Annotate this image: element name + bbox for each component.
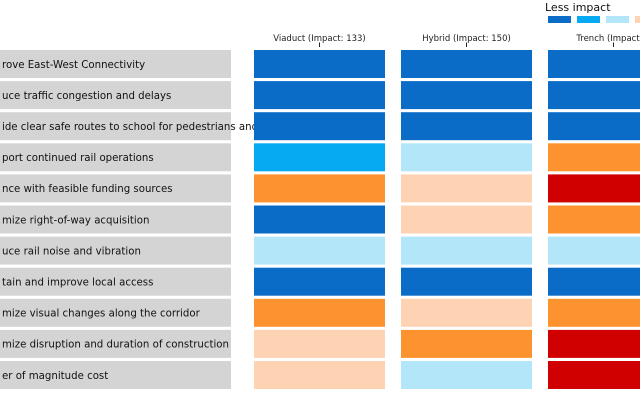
heatmap-rows: rove East-West Connectivity uce traffic c… bbox=[0, 50, 640, 389]
row-label: nce with feasible funding sources bbox=[2, 184, 173, 195]
legend-title: Less impact bbox=[545, 1, 611, 14]
heatmap-cell bbox=[401, 50, 532, 78]
column-header: Trench (Impact: 1 bbox=[575, 34, 640, 44]
heatmap-cell bbox=[401, 174, 532, 203]
row-label-background bbox=[0, 267, 231, 296]
column-header: Hybrid (Impact: 150) bbox=[422, 34, 511, 44]
row-label: rove East-West Connectivity bbox=[2, 60, 145, 71]
heatmap-cell bbox=[401, 267, 532, 296]
legend-swatch bbox=[606, 16, 629, 23]
heatmap-cell bbox=[401, 236, 532, 265]
heatmap-cell bbox=[401, 81, 532, 110]
legend-swatch bbox=[548, 16, 571, 23]
row-label-background bbox=[0, 143, 231, 172]
heatmap-cell bbox=[548, 50, 640, 78]
row-label: port continued rail operations bbox=[2, 153, 154, 164]
heatmap-cell bbox=[401, 298, 532, 327]
legend-swatch bbox=[635, 16, 640, 23]
heatmap-cell bbox=[548, 298, 640, 327]
heatmap-cell bbox=[254, 236, 385, 265]
column-headers: Viaduct (Impact: 133) Hybrid (Impact: 150… bbox=[273, 34, 640, 47]
row-label: mize disruption and duration of construc… bbox=[2, 340, 229, 351]
row-label-background bbox=[0, 174, 231, 203]
row-label: mize right-of-way acquisition bbox=[2, 215, 149, 226]
heatmap-cell bbox=[401, 361, 532, 389]
row-label: uce rail noise and vibration bbox=[2, 246, 141, 257]
heatmap-cell bbox=[254, 298, 385, 327]
legend-swatch bbox=[577, 16, 600, 23]
row-label-background bbox=[0, 236, 231, 265]
row-label-background bbox=[0, 50, 231, 78]
row-label-background bbox=[0, 298, 231, 327]
row-label: ide clear safe routes to school for pede… bbox=[2, 122, 277, 133]
row-label: tain and improve local access bbox=[2, 278, 153, 289]
row-label: er of magnitude cost bbox=[2, 371, 108, 382]
row-label: uce traffic congestion and delays bbox=[2, 91, 171, 102]
heatmap-cell bbox=[548, 143, 640, 172]
heatmap-cell bbox=[254, 143, 385, 172]
heatmap-cell bbox=[548, 329, 640, 358]
row-label-background bbox=[0, 361, 231, 389]
heatmap-cell bbox=[254, 112, 385, 141]
heatmap-cell bbox=[401, 112, 532, 141]
heatmap-cell bbox=[254, 361, 385, 389]
row-label: mize visual changes along the corridor bbox=[2, 309, 201, 320]
heatmap-cell bbox=[254, 205, 385, 234]
heatmap-cell bbox=[548, 267, 640, 296]
heatmap-cell bbox=[548, 205, 640, 234]
heatmap-cell bbox=[254, 81, 385, 110]
row-label-background bbox=[0, 81, 231, 110]
row-label-background bbox=[0, 329, 231, 358]
heatmap-cell bbox=[401, 329, 532, 358]
legend-color-scale bbox=[548, 16, 640, 23]
row-label-background bbox=[0, 205, 231, 234]
heatmap-cell bbox=[254, 50, 385, 78]
heatmap-cell bbox=[548, 81, 640, 110]
row-label-background bbox=[0, 112, 231, 141]
heatmap-cell bbox=[254, 267, 385, 296]
heatmap-cell bbox=[401, 205, 532, 234]
heatmap-cell bbox=[254, 174, 385, 203]
column-header: Viaduct (Impact: 133) bbox=[273, 34, 366, 44]
heatmap-cell bbox=[548, 112, 640, 141]
heatmap-cell bbox=[548, 174, 640, 203]
heatmap-cell bbox=[254, 329, 385, 358]
heatmap-cell bbox=[548, 361, 640, 389]
heatmap-cell bbox=[548, 236, 640, 265]
heatmap-cell bbox=[401, 143, 532, 172]
